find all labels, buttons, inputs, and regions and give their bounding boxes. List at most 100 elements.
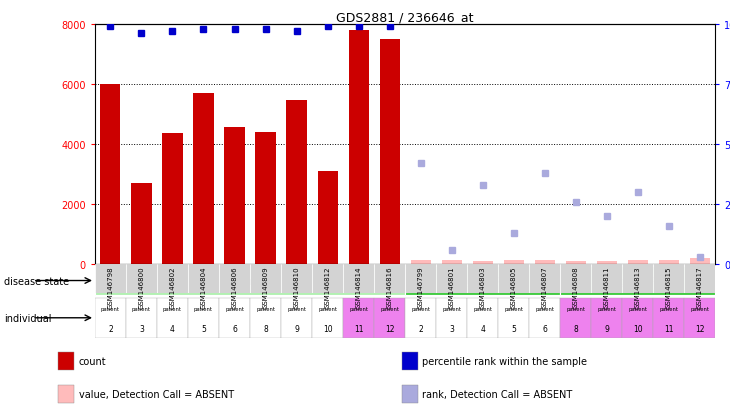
Bar bbox=[286, 101, 307, 264]
Text: patient: patient bbox=[629, 306, 648, 311]
Bar bbox=[561, 298, 591, 338]
Text: percentile rank within the sample: percentile rank within the sample bbox=[422, 356, 587, 366]
Bar bbox=[437, 298, 467, 338]
Text: patient: patient bbox=[473, 306, 492, 311]
Text: GSM146808: GSM146808 bbox=[573, 266, 579, 308]
Bar bbox=[437, 264, 467, 293]
Bar bbox=[591, 298, 622, 338]
Text: GSM146807: GSM146807 bbox=[542, 266, 548, 308]
Text: GSM146804: GSM146804 bbox=[201, 266, 207, 308]
Bar bbox=[348, 31, 369, 264]
Text: 12: 12 bbox=[385, 324, 394, 333]
Bar bbox=[126, 264, 157, 293]
Text: patient: patient bbox=[132, 306, 151, 311]
Text: normal: normal bbox=[231, 276, 269, 286]
Text: 8: 8 bbox=[263, 324, 268, 333]
Bar bbox=[131, 183, 152, 264]
Title: GDS2881 / 236646_at: GDS2881 / 236646_at bbox=[337, 11, 474, 24]
Bar bbox=[312, 264, 343, 293]
Text: patient: patient bbox=[287, 306, 306, 311]
Bar bbox=[561, 264, 591, 293]
Text: 4: 4 bbox=[480, 324, 485, 333]
Text: GSM146798: GSM146798 bbox=[107, 266, 113, 308]
Text: 10: 10 bbox=[323, 324, 332, 333]
Text: GSM146814: GSM146814 bbox=[356, 266, 361, 308]
Bar bbox=[219, 298, 250, 338]
Bar bbox=[343, 264, 374, 293]
Text: patient: patient bbox=[163, 306, 182, 311]
Text: 9: 9 bbox=[604, 324, 610, 333]
Bar bbox=[622, 298, 653, 338]
Bar bbox=[374, 264, 405, 293]
Text: patient: patient bbox=[225, 306, 244, 311]
Text: GSM146799: GSM146799 bbox=[418, 266, 423, 308]
Bar bbox=[281, 264, 312, 293]
Bar bbox=[529, 264, 561, 293]
Bar bbox=[58, 352, 74, 370]
Bar bbox=[318, 171, 338, 264]
Bar bbox=[255, 133, 276, 264]
Bar bbox=[405, 298, 437, 338]
Bar bbox=[157, 298, 188, 338]
Text: 3: 3 bbox=[139, 324, 144, 333]
Text: 3: 3 bbox=[449, 324, 454, 333]
Bar bbox=[95, 264, 126, 293]
Text: 5: 5 bbox=[201, 324, 206, 333]
Bar bbox=[653, 298, 685, 338]
Bar bbox=[100, 85, 120, 264]
Bar bbox=[402, 385, 418, 404]
Bar bbox=[224, 128, 245, 264]
Bar bbox=[561, 266, 715, 296]
Bar bbox=[504, 261, 524, 264]
Bar bbox=[690, 259, 710, 264]
Text: 6: 6 bbox=[232, 324, 237, 333]
Text: GSM146800: GSM146800 bbox=[139, 266, 145, 308]
Bar bbox=[126, 298, 157, 338]
Bar bbox=[685, 298, 715, 338]
Text: 12: 12 bbox=[695, 324, 704, 333]
Text: patient: patient bbox=[194, 306, 213, 311]
Text: patient: patient bbox=[442, 306, 461, 311]
Bar bbox=[442, 261, 462, 264]
Bar bbox=[188, 298, 219, 338]
Text: 5: 5 bbox=[511, 324, 516, 333]
Bar bbox=[658, 261, 679, 264]
Text: patient: patient bbox=[256, 306, 275, 311]
Bar bbox=[498, 264, 529, 293]
Bar bbox=[529, 298, 561, 338]
Bar bbox=[628, 261, 648, 264]
Text: stage II cRCC: stage II cRCC bbox=[604, 276, 672, 286]
Bar bbox=[402, 352, 418, 370]
Text: GSM146817: GSM146817 bbox=[697, 266, 703, 308]
Text: 11: 11 bbox=[664, 324, 674, 333]
Bar bbox=[219, 264, 250, 293]
Bar bbox=[162, 134, 182, 264]
Bar bbox=[405, 264, 437, 293]
Text: count: count bbox=[79, 356, 107, 366]
Text: disease state: disease state bbox=[4, 276, 69, 286]
Bar bbox=[566, 261, 586, 264]
Bar bbox=[596, 261, 617, 264]
Bar bbox=[193, 94, 214, 264]
Bar bbox=[374, 298, 405, 338]
Text: GSM146812: GSM146812 bbox=[325, 266, 331, 308]
Text: patient: patient bbox=[101, 306, 120, 311]
Bar bbox=[622, 264, 653, 293]
Bar bbox=[188, 264, 219, 293]
Bar bbox=[95, 298, 126, 338]
Text: GSM146802: GSM146802 bbox=[169, 266, 175, 308]
Text: value, Detection Call = ABSENT: value, Detection Call = ABSENT bbox=[79, 389, 234, 399]
Bar bbox=[534, 261, 555, 264]
Text: patient: patient bbox=[659, 306, 678, 311]
Text: 10: 10 bbox=[633, 324, 642, 333]
Text: GSM146815: GSM146815 bbox=[666, 266, 672, 308]
Text: patient: patient bbox=[380, 306, 399, 311]
Bar bbox=[653, 264, 685, 293]
Bar bbox=[250, 264, 281, 293]
Text: patient: patient bbox=[349, 306, 368, 311]
Text: GSM146806: GSM146806 bbox=[231, 266, 237, 308]
Text: patient: patient bbox=[597, 306, 616, 311]
Text: GSM146813: GSM146813 bbox=[635, 266, 641, 308]
Text: patient: patient bbox=[566, 306, 585, 311]
Text: patient: patient bbox=[411, 306, 430, 311]
